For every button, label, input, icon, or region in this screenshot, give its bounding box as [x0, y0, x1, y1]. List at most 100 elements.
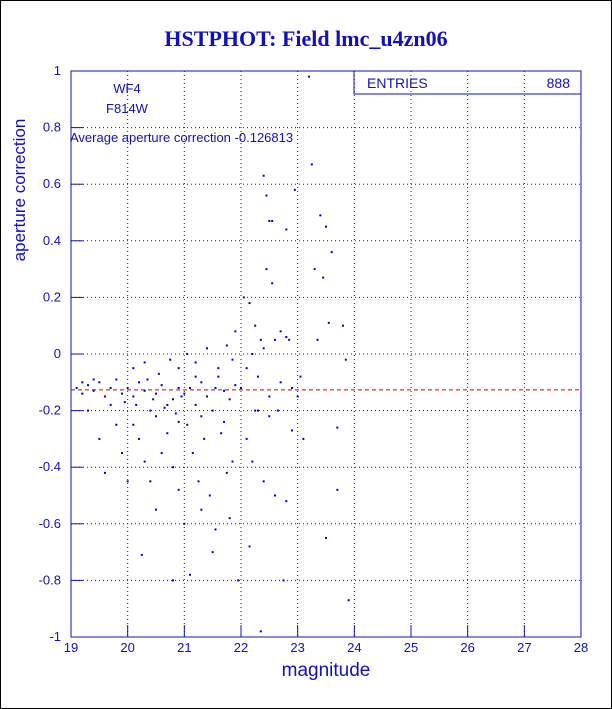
point [217, 375, 220, 378]
point [342, 324, 344, 327]
point [242, 296, 245, 299]
point [194, 361, 197, 364]
point [248, 302, 251, 305]
point [268, 219, 271, 222]
y-tick-label: -0.6 [39, 516, 61, 531]
point [234, 330, 237, 333]
point [336, 426, 339, 429]
point [271, 219, 274, 222]
y-axis-label: aperture correction [10, 119, 29, 262]
point [189, 573, 191, 576]
x-tick-label: 26 [460, 640, 474, 655]
point [126, 386, 129, 389]
y-tick-label: -0.8 [39, 572, 61, 587]
point [274, 338, 276, 341]
point [268, 415, 271, 418]
point [191, 452, 194, 455]
point [194, 403, 197, 406]
point [160, 452, 163, 455]
y-tick-label: 0.2 [43, 289, 61, 304]
point [223, 420, 225, 423]
point [155, 508, 157, 511]
point [194, 375, 197, 378]
point [149, 409, 152, 412]
point [200, 508, 203, 511]
point [177, 367, 180, 370]
point [299, 375, 302, 378]
point [75, 386, 78, 389]
point [87, 409, 89, 412]
point [288, 338, 291, 341]
mean-label: Average aperture correction -0.126813 [70, 130, 293, 145]
point [240, 386, 242, 389]
mean-value: -0.126813 [235, 130, 294, 145]
point [115, 423, 118, 426]
point [180, 395, 183, 398]
point [104, 471, 106, 474]
point [268, 395, 271, 398]
x-tick-label: 20 [120, 640, 134, 655]
x-tick-label: 27 [517, 640, 531, 655]
point [115, 378, 118, 381]
point [143, 389, 146, 392]
point [262, 480, 265, 483]
point [322, 276, 325, 279]
point [132, 395, 135, 398]
point [138, 381, 140, 384]
point [313, 268, 316, 271]
point [316, 338, 319, 341]
point [169, 358, 172, 361]
point [135, 403, 138, 406]
point [177, 386, 180, 389]
point [200, 415, 203, 418]
mean-text: Average aperture correction [70, 130, 231, 145]
point [132, 367, 135, 370]
point [325, 225, 327, 228]
point [228, 398, 231, 401]
point [282, 579, 285, 582]
chart-title: HSTPHOT: Field lmc_u4zn06 [164, 26, 447, 51]
point [146, 378, 149, 381]
point [265, 194, 268, 197]
point [223, 389, 225, 392]
point [98, 381, 101, 384]
point [214, 528, 217, 531]
point [279, 330, 282, 333]
point [126, 480, 129, 483]
stats-label: ENTRIES [367, 75, 428, 91]
point [302, 437, 305, 440]
point [121, 392, 123, 395]
y-tick-label: 1 [54, 63, 61, 78]
point [143, 460, 146, 463]
point [291, 386, 293, 389]
point [308, 75, 310, 78]
annotation: WF4 [113, 81, 140, 96]
y-tick-label: -0.4 [39, 459, 61, 474]
point [155, 415, 157, 418]
y-tick-label: 0.4 [43, 233, 61, 248]
point [330, 251, 333, 254]
point [262, 174, 265, 177]
y-tick-label: -1 [49, 629, 61, 644]
point [140, 553, 143, 556]
point [325, 536, 327, 539]
point [206, 347, 208, 350]
point [109, 386, 112, 389]
point [291, 429, 293, 432]
point [149, 480, 152, 483]
point [172, 579, 174, 582]
point [200, 381, 203, 384]
y-tick-label: 0 [54, 346, 61, 361]
point [296, 395, 299, 398]
point [206, 395, 208, 398]
point [203, 437, 206, 440]
point [234, 384, 237, 387]
point [183, 522, 186, 525]
point [254, 409, 257, 412]
point [211, 551, 214, 554]
point [217, 367, 220, 370]
point [177, 488, 180, 491]
point [231, 460, 234, 463]
point [174, 412, 177, 415]
